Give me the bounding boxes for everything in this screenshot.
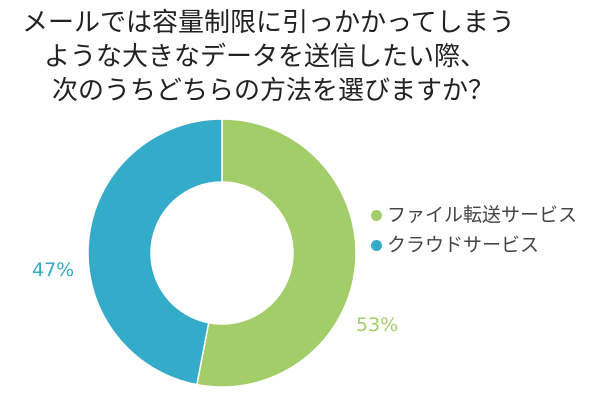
data-label-cloud-service: 47%: [32, 259, 75, 281]
chart-title-line-2: ような大きなデータを送信したい際、: [44, 42, 487, 72]
legend-label-cloud-service: クラウドサービス: [387, 234, 540, 256]
legend-marker-cloud-service: [371, 239, 382, 251]
slice-file-transfer: [196, 118, 357, 388]
chart-legend: ファイル転送サービス クラウドサービス: [371, 200, 577, 260]
legend-item-file-transfer: ファイル転送サービス: [371, 200, 577, 230]
legend-marker-file-transfer: [371, 209, 382, 221]
chart-title-line-1: メールでは容量制限に引っかかってしまう: [22, 8, 515, 38]
legend-label-file-transfer: ファイル転送サービス: [387, 204, 578, 226]
slice-cloud-service: [87, 118, 223, 386]
chart-title-line-3: 次のうちどちらの方法を選びますか？: [52, 76, 495, 106]
chart-title: メールでは容量制限に引っかかってしまう ような大きなデータを送信したい際、 次の…: [0, 6, 601, 108]
data-label-file-transfer: 53%: [356, 314, 399, 336]
legend-item-cloud-service: クラウドサービス: [371, 230, 577, 260]
